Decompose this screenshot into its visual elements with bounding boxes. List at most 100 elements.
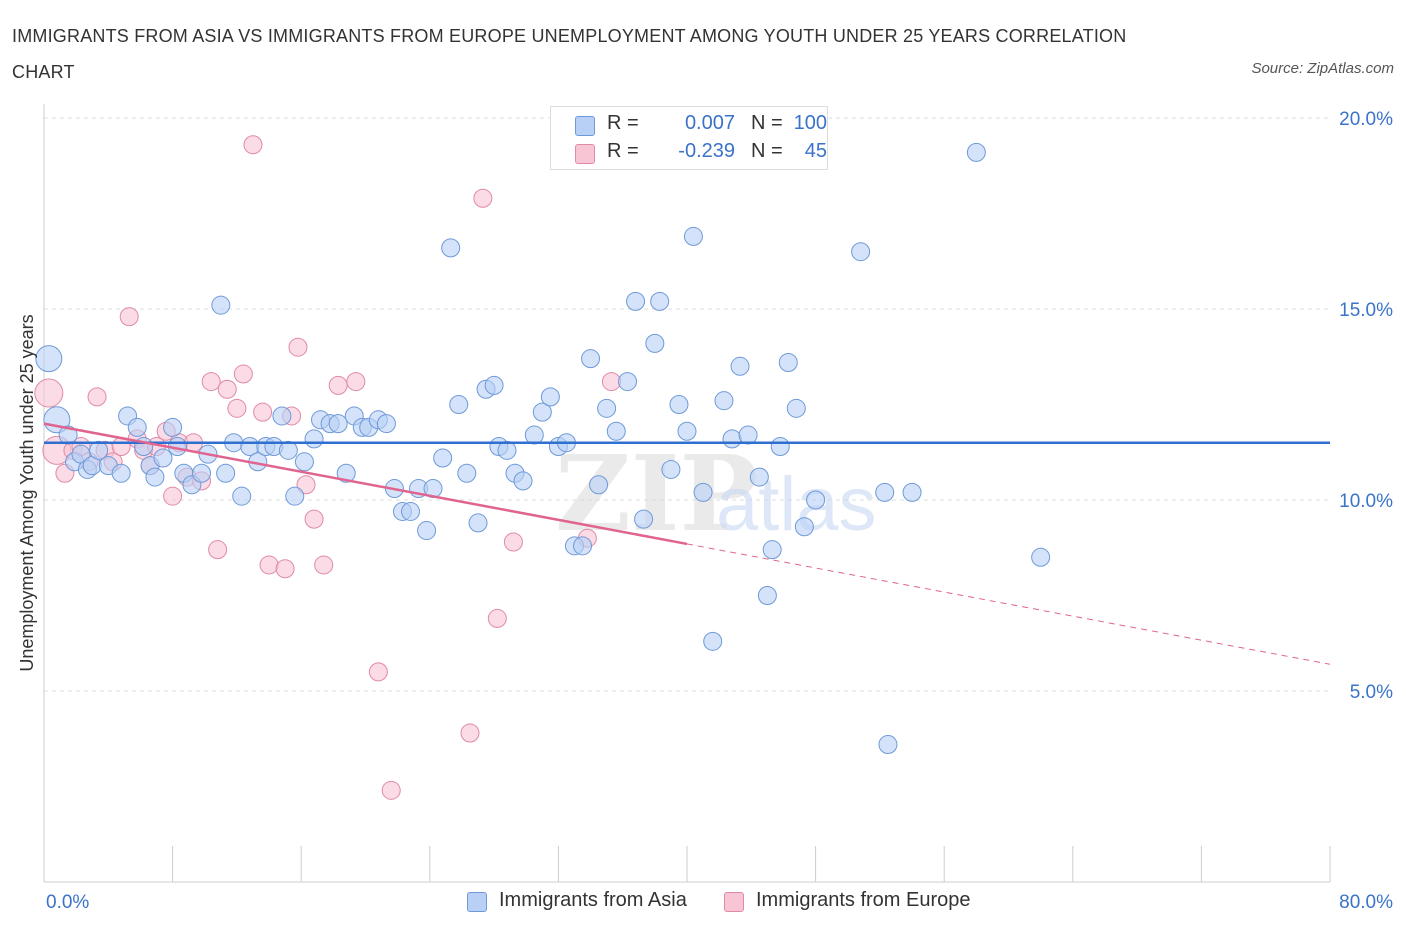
bottom-europe-label: Immigrants from Europe — [756, 889, 971, 911]
asia-point-86 — [738, 425, 758, 445]
asia-point-88 — [757, 586, 777, 605]
asia-point-58 — [497, 440, 517, 460]
europe-n-label: N = — [751, 140, 783, 162]
europe-point-22 — [208, 540, 228, 560]
europe-point-25 — [233, 364, 253, 384]
asia-point-85 — [730, 356, 750, 376]
europe-point-28 — [259, 555, 279, 575]
asia-point-51 — [441, 238, 461, 258]
asia-n-label: N = — [751, 112, 783, 134]
asia-point-79 — [677, 421, 697, 441]
asia-point-15 — [153, 448, 173, 468]
asia-point-76 — [650, 291, 670, 311]
legend-box: R = 0.007 N = 100 R = -0.239 N = 45 — [550, 106, 828, 170]
asia-point-62 — [532, 402, 552, 422]
europe-point-39 — [460, 723, 480, 743]
europe-point-32 — [296, 475, 316, 495]
x-tick-label-0: 0.0% — [46, 892, 89, 913]
asia-point-77 — [661, 459, 681, 479]
europe-point-6 — [87, 387, 107, 407]
asia-point-83 — [714, 391, 734, 411]
asia-point-23 — [216, 463, 236, 483]
asia-point-84 — [722, 429, 742, 449]
asia-point-87 — [749, 467, 769, 487]
x-tick-label-1: 80.0% — [1339, 892, 1393, 913]
asia-point-32 — [285, 486, 305, 506]
asia-point-38 — [336, 463, 356, 483]
asia-point-74 — [634, 509, 654, 529]
asia-point-75 — [645, 333, 665, 353]
asia-point-69 — [589, 475, 609, 495]
asia-point-56 — [484, 375, 504, 395]
asia-r-value: 0.007 — [684, 112, 735, 134]
asia-point-99 — [966, 142, 986, 162]
europe-point-40 — [473, 188, 493, 208]
asia-point-52 — [449, 395, 469, 414]
axes — [43, 104, 1331, 883]
europe-point-41 — [487, 608, 507, 628]
watermark-atlas: atlas — [716, 462, 877, 547]
asia-point-22 — [211, 295, 231, 315]
europe-point-0 — [34, 378, 64, 408]
europe-point-36 — [346, 372, 366, 392]
asia-point-71 — [606, 421, 626, 441]
europe-point-26 — [243, 135, 263, 155]
asia-point-81 — [693, 482, 713, 502]
europe-r-label: R = — [607, 140, 639, 162]
asia-point-16 — [163, 417, 183, 437]
asia-point-48 — [417, 521, 437, 541]
asia-point-80 — [683, 226, 703, 246]
asia-point-0 — [35, 345, 63, 373]
asia-point-37 — [328, 414, 348, 434]
europe-point-29 — [275, 559, 295, 579]
asia-point-72 — [618, 372, 638, 392]
y-tick-label-1: 10.0% — [1339, 491, 1393, 512]
europe-point-44 — [601, 372, 621, 392]
y-axis-label: Unemployment Among Youth under 25 years — [17, 314, 37, 671]
asia-point-68 — [581, 349, 601, 369]
asia-point-100 — [1031, 547, 1051, 567]
asia-point-63 — [540, 387, 560, 407]
asia-point-43 — [376, 414, 396, 434]
europe-point-10 — [119, 307, 139, 327]
watermark: ZIP atlas — [555, 432, 877, 555]
source-label: Source: ZipAtlas.com — [1251, 60, 1394, 77]
europe-point-24 — [227, 398, 247, 418]
asia-swatch — [575, 116, 595, 136]
europe-point-27 — [253, 402, 273, 422]
asia-point-50 — [433, 448, 453, 468]
europe-r-value: -0.239 — [678, 140, 735, 162]
y-tick-label-0: 5.0% — [1350, 682, 1393, 703]
asia-point-61 — [524, 425, 544, 445]
asia-n-value: 100 — [793, 112, 827, 134]
tick-labels: 5.0% 10.0% 15.0% 20.0% 0.0% 80.0% — [46, 109, 1393, 913]
asia-point-98 — [902, 482, 922, 502]
asia-point-7 — [89, 440, 109, 460]
europe-swatch — [575, 144, 595, 164]
asia-point-70 — [597, 398, 617, 418]
asia-point-34 — [304, 429, 324, 449]
asia-point-46 — [401, 501, 421, 521]
asia-point-97 — [878, 734, 898, 754]
europe-point-38 — [381, 780, 401, 800]
europe-trend-extension — [686, 543, 1331, 665]
asia-point-31 — [278, 440, 298, 460]
europe-point-37 — [368, 662, 388, 682]
asia-point-90 — [770, 437, 790, 457]
asia-point-82 — [703, 631, 723, 651]
europe-point-31 — [288, 337, 308, 357]
asia-point-25 — [232, 486, 252, 506]
europe-point-23 — [217, 379, 237, 399]
asia-point-94 — [806, 490, 826, 510]
asia-point-67 — [573, 536, 593, 556]
asia-r-label: R = — [607, 112, 639, 134]
europe-point-21 — [201, 372, 221, 392]
asia-point-20 — [192, 463, 212, 483]
asia-point-96 — [875, 482, 895, 502]
bottom-asia-swatch — [467, 892, 487, 912]
y-tick-label-3: 20.0% — [1339, 109, 1393, 130]
bottom-asia-label: Immigrants from Asia — [499, 889, 687, 911]
asia-point-53 — [457, 463, 477, 483]
asia-point-91 — [778, 352, 798, 372]
